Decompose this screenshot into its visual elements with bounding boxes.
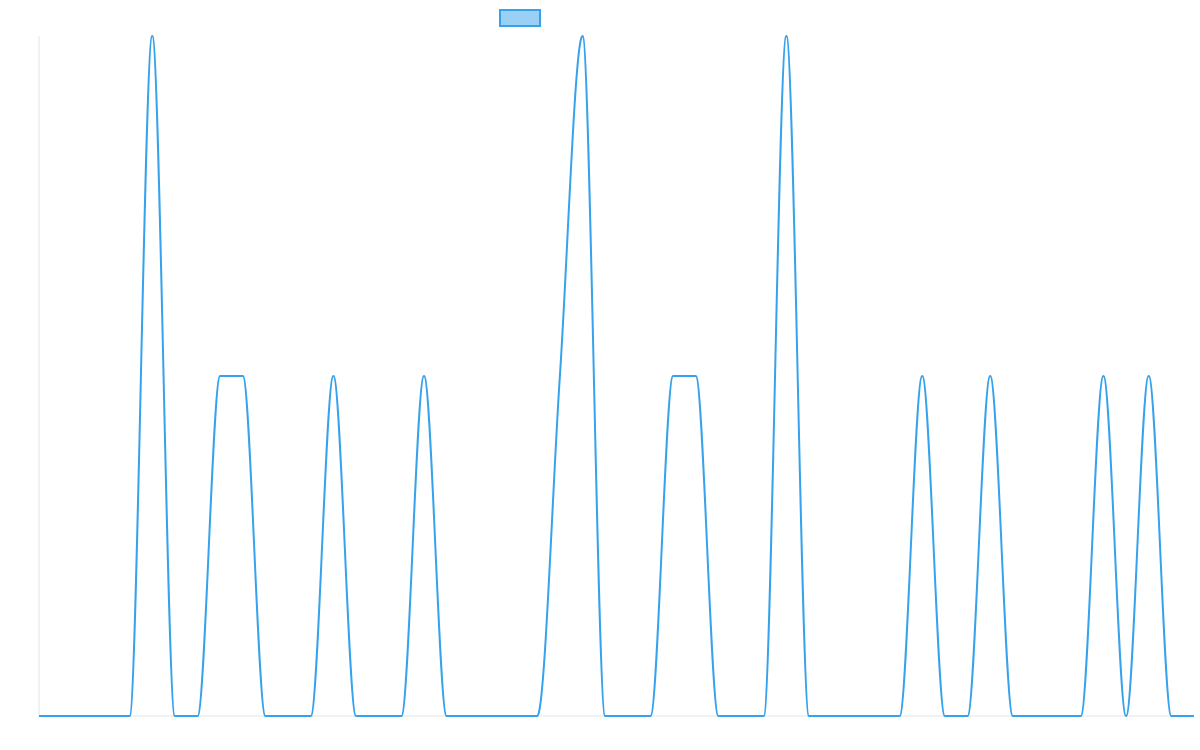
line-series xyxy=(39,34,1194,718)
legend-swatch xyxy=(499,9,541,27)
